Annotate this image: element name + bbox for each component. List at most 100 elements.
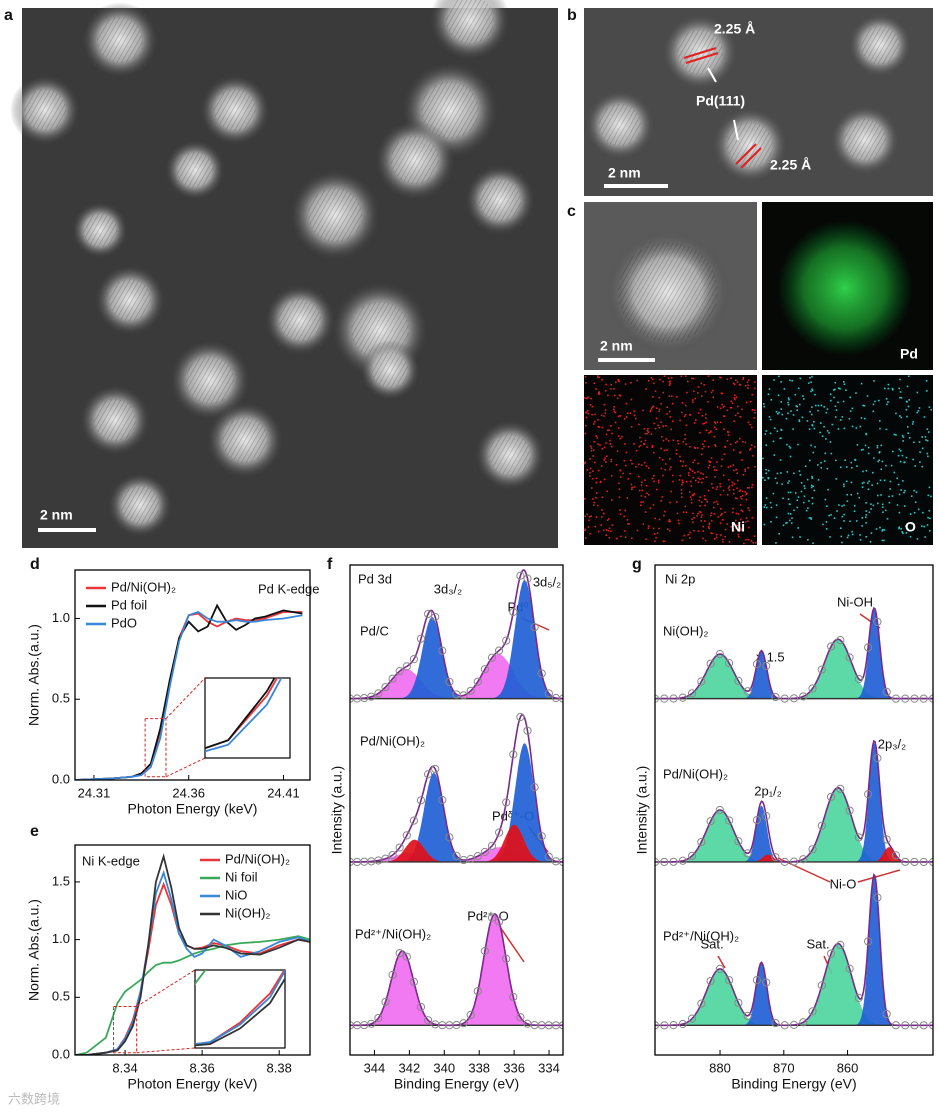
ni-dot [693,422,696,424]
ni-dot [722,541,724,543]
o-dot [811,406,813,408]
fit-point [771,1018,780,1028]
fit-point [799,692,808,701]
o-dot [780,429,783,431]
fringes [599,104,641,146]
ni-dot [629,472,631,475]
fit-point [780,857,789,866]
ni-dot [694,479,697,482]
o-dot [874,400,876,403]
x-axis-label: Binding Energy (eV) [394,1076,519,1092]
ni-dot [660,500,662,502]
ni-dot [713,501,715,504]
fit-point [473,677,482,686]
y-tick-label: 0.0 [52,1046,70,1061]
ni-dot [693,446,696,449]
fit-point [502,954,511,963]
o-dot [849,410,852,412]
ni-dot [610,425,612,427]
o-dot [902,480,904,482]
ni-dot [652,396,654,398]
o-dot [881,530,884,532]
o-dot [925,439,927,441]
ni-dot [606,519,609,522]
ni-dot [594,420,596,423]
ni-dot [726,523,729,525]
ni-dot [662,540,665,543]
o-dot [859,539,862,541]
ni-dot [615,464,618,466]
o-dot [793,509,795,512]
o-dot [917,410,920,412]
o-dot [812,542,814,545]
o-dot [823,406,826,408]
ni-dot [679,419,681,422]
ni-dot [729,465,732,467]
ni-dot [597,469,600,472]
ni-dot [697,462,699,465]
ni-dot [645,538,647,541]
ni-dot [726,493,729,496]
ni-dot [609,439,611,442]
ni-dot [739,489,742,491]
o-dot [790,410,792,412]
o-dot [846,500,849,503]
o-dot [811,388,813,390]
ni-dot [733,420,736,423]
fit-point [381,997,390,1006]
o-dot [813,427,816,430]
ni-dot [739,518,742,521]
ni-dot [618,496,621,499]
ni-dot [752,542,755,544]
ni-dot [639,436,641,439]
ni-dot [715,428,717,431]
o-dot [870,503,872,505]
ni-dot [708,432,710,434]
ni-dot [744,384,747,387]
ni-dot [670,377,673,379]
ni-dot [739,504,742,506]
o-dot [797,443,799,446]
o-dot [814,446,816,448]
ni-dot [584,498,586,500]
fringes [308,188,362,242]
ni-dot [595,435,598,437]
o-dot [813,420,815,423]
o-dot [785,522,787,524]
o-dot [845,389,847,391]
o-dot [825,438,827,440]
ni-dot [702,443,704,445]
fit-point [367,1019,376,1028]
ni-dot [619,437,622,440]
o-dot [786,471,789,473]
o-dot [807,538,809,541]
o-dot [812,485,815,488]
fit-point [502,636,511,645]
x-tick-label: 338 [468,1060,490,1075]
o-dot [860,449,863,451]
o-dot [926,439,929,442]
o-dot [891,387,894,390]
ni-dot [653,422,655,425]
ni-dot [704,390,707,393]
ni-dot [627,478,630,480]
plot-frame [654,564,934,1056]
o-dot [905,408,908,411]
o-dot [899,450,902,452]
ni-dot [608,536,611,539]
ni-dot [753,417,756,419]
fit-point [762,812,771,821]
fit-point [762,978,771,987]
ni-dot [644,432,647,435]
ni-dot [685,464,687,467]
ni-dot [698,510,701,513]
o-dot [914,501,917,504]
ni-dot [720,534,722,536]
fit-point [409,977,418,986]
ni-dot [732,449,735,451]
ni-dot [617,435,620,437]
series-line [75,935,310,1055]
ni-dot [744,491,747,493]
o-dot [899,415,901,417]
o-dot [913,489,915,492]
